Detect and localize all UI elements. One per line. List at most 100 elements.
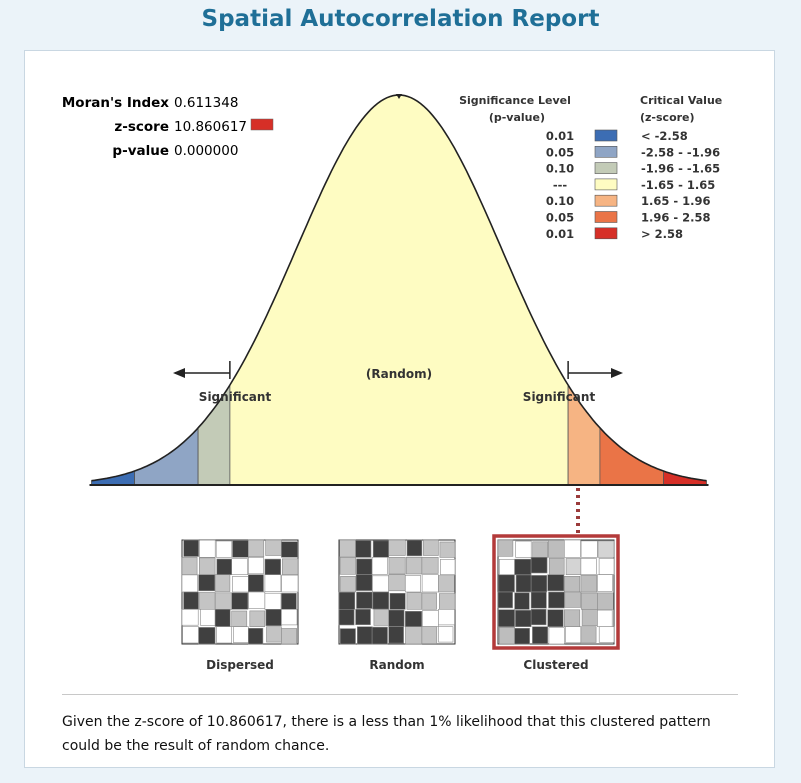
map-cell: [597, 540, 615, 558]
map-cell: [214, 592, 233, 610]
map-cell: [215, 540, 233, 558]
map-cell: [216, 626, 232, 644]
map-cell: [565, 558, 582, 576]
map-cell: [406, 539, 423, 557]
legend-p-value: ---: [553, 178, 568, 192]
map-cell: [498, 626, 515, 645]
map-cell: [440, 558, 456, 575]
map-cell: [580, 626, 597, 643]
legend-swatch: [594, 162, 618, 174]
map-cell: [547, 574, 565, 592]
map-cell: [547, 609, 564, 628]
map-cell: [281, 558, 299, 575]
legend-p-value: 0.01: [546, 227, 574, 241]
legend-significance-header: Significance Level: [459, 94, 571, 107]
legend-z-range: 1.96 - 2.58: [641, 211, 711, 225]
map-cell: [214, 608, 231, 627]
legend-z-range: > 2.58: [641, 227, 683, 241]
legend-p-value: 0.05: [546, 145, 574, 159]
map-cell: [265, 608, 282, 626]
map-cell: [231, 558, 248, 576]
map-cell: [388, 574, 406, 592]
map-cell: [214, 574, 231, 592]
map-cell: [581, 608, 598, 626]
map-cell: [438, 575, 455, 593]
map-cell: [371, 556, 388, 575]
map-cell: [356, 626, 373, 645]
map-cell: [598, 558, 615, 575]
map-cell: [514, 592, 530, 610]
map-cell: [563, 575, 581, 593]
map-cell: [421, 626, 438, 645]
map-cell: [598, 626, 615, 643]
map-cell: [563, 609, 581, 627]
map-cell: [200, 608, 216, 626]
pattern-map-dispersed: Dispersed: [181, 539, 299, 672]
map-cell: [404, 610, 422, 627]
map-cell: [356, 591, 373, 609]
map-cell: [266, 626, 282, 643]
map-cell: [530, 556, 548, 574]
map-cell: [421, 556, 439, 574]
map-cell: [515, 540, 532, 558]
map-cell: [198, 574, 216, 592]
map-cell: [264, 558, 281, 576]
map-cell: [514, 558, 532, 576]
map-cell: [338, 591, 356, 610]
z-score-label: z-score: [114, 119, 169, 135]
map-cell: [388, 539, 406, 556]
map-cell: [371, 626, 388, 645]
curve-band: [229, 94, 569, 486]
legend-p-value: 0.05: [546, 211, 574, 225]
map-cell: [339, 556, 356, 575]
map-cell: [199, 557, 216, 575]
map-cell: [497, 539, 514, 557]
map-cell: [597, 574, 613, 592]
bell-curve: Significant Significant (Random): [89, 94, 709, 533]
map-cell: [548, 539, 565, 558]
legend-swatch: [594, 146, 618, 158]
pattern-map-random: Random: [338, 539, 456, 672]
map-cell: [231, 610, 248, 627]
legend-z-range: -1.96 - -1.65: [641, 162, 720, 176]
pattern-label: Dispersed: [206, 658, 274, 672]
map-cell: [404, 574, 421, 593]
map-cell: [580, 540, 598, 558]
map-cell: [532, 541, 549, 558]
legend-z-range: 1.65 - 1.96: [641, 194, 711, 208]
map-cell: [340, 575, 356, 593]
map-cell: [405, 556, 423, 575]
legend-critical-header: Critical Value: [640, 94, 722, 107]
divider: [62, 694, 738, 695]
moran-value: 0.611348: [174, 95, 238, 111]
map-cell: [389, 592, 406, 610]
map-cell: [355, 608, 371, 625]
map-cell: [216, 558, 233, 575]
p-value-value: 0.000000: [174, 143, 238, 159]
map-cell: [232, 576, 249, 593]
map-cell: [281, 628, 297, 645]
map-cell: [580, 575, 598, 593]
legend-significance-subheader: (p-value): [489, 111, 545, 124]
map-cell: [548, 557, 565, 576]
map-cell: [565, 626, 582, 644]
map-cell: [548, 627, 565, 645]
pattern-label: Clustered: [523, 658, 588, 672]
legend-p-value: 0.01: [546, 129, 574, 143]
map-cell: [338, 608, 355, 626]
p-value-label: p-value: [112, 143, 169, 159]
map-cell: [248, 556, 264, 575]
pattern-maps: Dispersed Random Clustered: [181, 534, 620, 672]
report-graphic: Moran's Index 0.611348 z-score 10.860617…: [62, 94, 722, 672]
map-cell: [249, 610, 266, 628]
left-significant-label: Significant: [199, 390, 272, 404]
right-arrow-head: [611, 368, 623, 378]
map-cell: [438, 593, 456, 610]
map-cell: [515, 574, 532, 593]
legend-z-range: -2.58 - -1.96: [641, 145, 720, 159]
legend-rows: 0.01 < -2.58 0.05 -2.58 - -1.96 0.10 -1.96 - …: [546, 129, 720, 241]
map-cell: [356, 558, 373, 575]
legend-p-value: 0.10: [546, 194, 574, 208]
map-cell: [181, 574, 198, 593]
map-cell: [388, 556, 406, 575]
